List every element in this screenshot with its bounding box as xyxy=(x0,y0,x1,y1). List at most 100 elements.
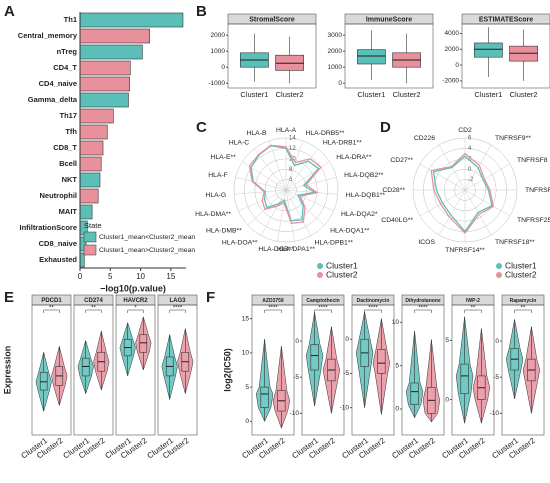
r-tick-label: 2 xyxy=(468,156,472,162)
r-tick-label: 10 xyxy=(289,156,296,162)
panel-label: A xyxy=(4,3,15,20)
category-label: TNFRSF9** xyxy=(495,135,531,142)
plot-frame xyxy=(251,304,295,436)
legend-label: Cluster1_mean<Cluster2_mean xyxy=(99,234,195,241)
box xyxy=(460,363,469,394)
legend-marker xyxy=(317,272,323,278)
sig-label: **** xyxy=(173,306,183,312)
category-label: Bcell xyxy=(59,159,77,168)
panel-label: C xyxy=(196,119,207,136)
legend-label: Cluster1 xyxy=(505,260,537,270)
bar xyxy=(79,44,143,60)
category-label: HLA-DMB** xyxy=(206,227,242,234)
sig-label: * xyxy=(134,306,137,312)
violin xyxy=(93,330,110,391)
category-label: Exhausted xyxy=(39,255,77,264)
panel-title: ImmuneScore xyxy=(366,16,412,23)
category-label: HLA-C xyxy=(229,139,249,146)
panel-label: F xyxy=(206,289,215,306)
category-label: HLA-B xyxy=(246,130,266,137)
spoke xyxy=(277,189,287,242)
panel-title: LAG3 xyxy=(169,298,186,304)
category-label: HLA-E** xyxy=(210,154,236,161)
panel-title: Rapamycin xyxy=(510,298,537,304)
violin xyxy=(355,311,374,408)
sig-bracket xyxy=(514,309,532,313)
sig-bracket xyxy=(43,309,60,313)
violin xyxy=(455,316,474,424)
y-tick-label: -10 xyxy=(290,410,300,417)
y-tick-label: 0 xyxy=(338,80,342,87)
legend-swatch xyxy=(83,244,97,256)
category-label: HLA-DQA1** xyxy=(330,227,370,234)
panel-title: Camptothecin xyxy=(306,298,339,304)
x-tick-label: Cluster1 xyxy=(240,90,268,99)
x-tick-label: 15 xyxy=(166,272,175,281)
sig-bracket xyxy=(264,309,282,313)
legend-title: State xyxy=(84,221,102,230)
y-axis-label: Expression xyxy=(2,346,12,395)
y-tick-label: 2000 xyxy=(328,48,343,55)
panel-title: ESTIMATEScore xyxy=(479,16,533,23)
category-label: HLA-DQB2** xyxy=(344,172,384,179)
legend-marker xyxy=(317,263,323,269)
bar xyxy=(79,252,85,268)
bar xyxy=(79,140,104,156)
legend-swatch xyxy=(83,231,97,243)
category-label: CD8_naive xyxy=(39,239,77,248)
y-tick-label: 0 xyxy=(495,338,499,345)
category-label: Th17 xyxy=(59,111,77,120)
category-label: CD4_T xyxy=(53,63,77,72)
panel-title: Dihydrotanone xyxy=(405,298,440,304)
box xyxy=(410,382,419,405)
bar xyxy=(79,60,131,76)
plot-frame xyxy=(31,304,72,436)
y-tick-label: 0 xyxy=(345,336,349,343)
category-label: NKT xyxy=(62,175,78,184)
sig-bracket xyxy=(314,309,332,313)
plot-frame xyxy=(461,23,550,89)
legend-marker xyxy=(496,263,502,269)
plot-frame xyxy=(401,304,445,436)
spoke xyxy=(268,140,287,191)
y-tick-label: -1000 xyxy=(208,80,225,87)
sig-bracket xyxy=(414,309,432,313)
category-label: HLA-DPB1** xyxy=(315,240,354,247)
spoke xyxy=(464,163,511,191)
spoke xyxy=(285,189,338,195)
category-label: Tfh xyxy=(65,127,77,136)
y-tick-label: -5 xyxy=(343,370,349,377)
violin xyxy=(372,318,391,415)
category-label: HLA-G xyxy=(205,192,226,199)
r-tick-label: 12 xyxy=(289,146,296,152)
radar-line xyxy=(432,155,493,233)
y-tick-label: 0 xyxy=(395,406,399,413)
plot-frame xyxy=(301,304,345,436)
r-tick-label: 8 xyxy=(289,167,293,173)
y-tick-label: 10 xyxy=(242,350,250,357)
x-axis-label: −log10(p.value) xyxy=(100,283,166,293)
bar xyxy=(79,204,93,220)
sig-label: ** xyxy=(471,306,476,312)
r-tick-label: 6 xyxy=(468,136,472,142)
category-label: TNFRSF8 xyxy=(517,157,548,164)
box xyxy=(39,372,48,391)
sig-bracket xyxy=(464,309,482,313)
spoke xyxy=(235,176,287,191)
category-label: Central_memory xyxy=(18,31,78,40)
panel-label: E xyxy=(4,289,14,306)
category-label: HLA-DOA** xyxy=(222,240,258,247)
y-tick-label: 5 xyxy=(395,362,399,369)
r-tick-label: -2 xyxy=(468,177,474,183)
legend-label: Cluster2 xyxy=(505,269,537,279)
category-label: HLA-DPA1** xyxy=(277,246,315,253)
sig-label: **** xyxy=(318,306,328,312)
legend-label: Cluster1 xyxy=(326,260,358,270)
category-label: HLA-DRA** xyxy=(336,154,371,161)
sig-label: ** xyxy=(49,306,54,312)
plot-frame xyxy=(115,304,156,436)
y-tick-label: -10 xyxy=(490,410,500,417)
panel-title: PDCD1 xyxy=(41,298,62,304)
plot-frame xyxy=(501,304,545,436)
panel-title: IWP-2 xyxy=(466,298,480,304)
